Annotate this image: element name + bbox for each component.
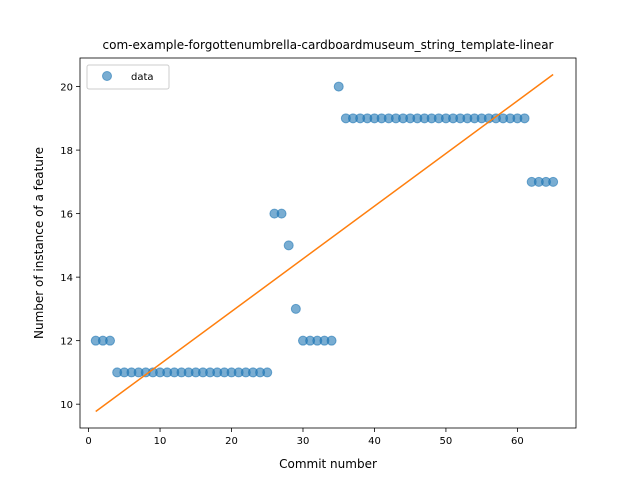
y-tick-label: 12 — [60, 337, 73, 348]
x-tick-label: 10 — [154, 436, 167, 447]
x-axis: 0 10 20 30 40 50 60 — [85, 428, 524, 447]
x-tick-label: 40 — [368, 436, 381, 447]
data-point — [548, 176, 559, 187]
data-point — [105, 335, 116, 346]
fit-line — [95, 73, 554, 413]
x-tick-label: 50 — [440, 436, 453, 447]
y-tick-label: 16 — [60, 210, 73, 221]
data-point — [283, 240, 294, 251]
legend: data — [86, 64, 170, 90]
data-point — [333, 81, 344, 92]
x-tick-label: 20 — [225, 436, 238, 447]
legend-marker — [102, 71, 112, 81]
y-tick-label: 18 — [60, 146, 73, 157]
data-point — [519, 113, 530, 124]
y-axis-label: Number of instance of a feature — [32, 147, 46, 339]
y-tick-label: 14 — [60, 273, 73, 284]
data-point — [262, 367, 273, 378]
legend-frame — [86, 64, 170, 90]
x-tick-label: 30 — [297, 436, 310, 447]
data-point — [290, 303, 301, 314]
x-tick-label: 0 — [85, 436, 91, 447]
data-point — [276, 208, 287, 219]
y-axis: 10 12 14 16 18 20 — [60, 83, 80, 411]
y-tick-label: 10 — [60, 400, 73, 411]
plot-area — [79, 57, 577, 429]
y-tick-label: 20 — [60, 83, 73, 94]
plot-frame — [79, 57, 577, 429]
data-point — [326, 335, 337, 346]
chart-title: com-example-forgottenumbrella-cardboardm… — [103, 38, 554, 52]
legend-label: data — [131, 72, 154, 83]
x-tick-label: 60 — [511, 436, 524, 447]
x-axis-label: Commit number — [279, 457, 377, 471]
